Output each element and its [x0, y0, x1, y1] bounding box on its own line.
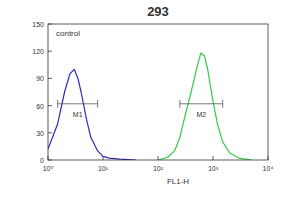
marker-end — [222, 100, 223, 108]
x-tick-label: 10² — [153, 165, 164, 172]
x-tick-label: 10⁰ — [43, 165, 54, 172]
marker-start — [57, 100, 58, 108]
marker-range — [58, 103, 98, 104]
markers: M1 M2 — [58, 100, 223, 118]
marker-range — [180, 103, 223, 104]
y-tick — [48, 51, 52, 52]
x-axis-label: FL1-H — [167, 177, 189, 186]
legend-entry: control — [56, 29, 80, 38]
x-tick-label: 10¹ — [98, 165, 109, 172]
x-tick-label: 10⁴ — [263, 165, 274, 172]
y-tick-label: 90 — [36, 75, 44, 82]
series-line — [158, 53, 251, 160]
x-tick — [213, 156, 214, 160]
marker-end — [97, 100, 98, 108]
chart: 293 0 30 60 90 120 150 10⁰ 10¹ 10² 10³ 10⁴ FL1-H M1 M2… — [0, 0, 300, 200]
y-tick-label: 120 — [32, 48, 44, 55]
y-tick — [48, 105, 52, 106]
y-tick — [48, 132, 52, 133]
series-line — [48, 69, 136, 160]
x-tick-label: 10³ — [208, 165, 219, 172]
marker-label: M2 — [196, 111, 206, 118]
marker-start — [179, 100, 180, 108]
title: 293 — [147, 4, 169, 19]
y-tick-label: 30 — [36, 130, 44, 137]
marker-label: M1 — [73, 111, 83, 118]
plot-frame — [48, 24, 268, 160]
background — [0, 0, 300, 200]
plot-area — [48, 53, 251, 160]
y-tick-label: 0 — [40, 157, 44, 164]
y-tick-label: 150 — [32, 21, 44, 28]
y-tick — [48, 78, 52, 79]
y-tick-label: 60 — [36, 103, 44, 110]
